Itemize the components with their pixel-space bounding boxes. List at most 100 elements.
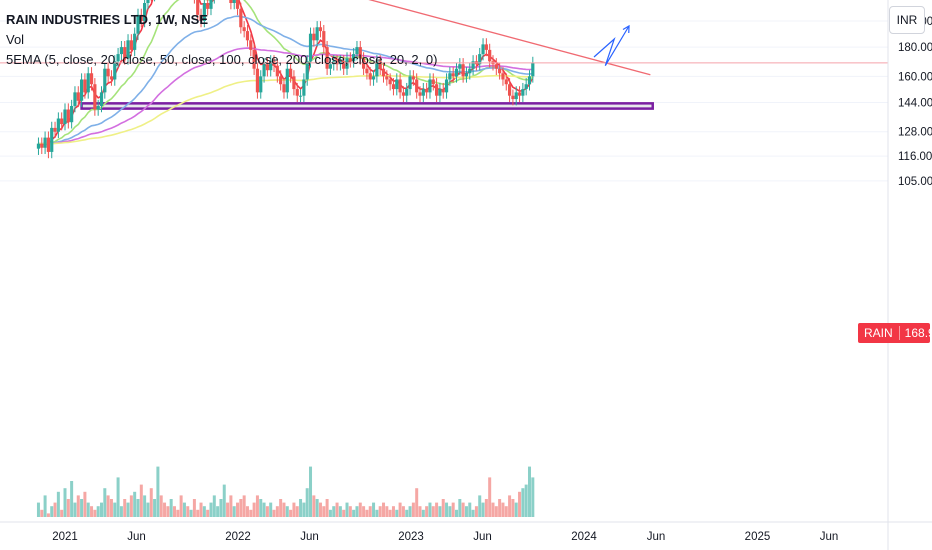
candle-body [262,64,266,77]
candle-body [83,79,87,93]
volume-bar [382,502,386,517]
volume-bar [511,499,515,517]
candle-body [46,137,51,152]
volume-bar [136,499,140,517]
volume-bar [478,495,482,517]
volume-bar [66,499,70,517]
candle-body [504,79,508,85]
candle-body [375,61,379,77]
candle-body [123,47,127,59]
volume-bar [73,502,77,517]
volume-bar [192,499,196,517]
volume-bar [269,502,273,517]
candle-body [434,84,439,96]
volume-bar [418,506,422,517]
volume-bar [36,502,40,517]
candle-body [498,68,502,74]
volume-bar [325,499,329,517]
volume-bar [50,506,54,517]
candle-body [395,79,399,90]
volume-bar [305,488,309,517]
candle-body [119,47,124,55]
candle-body [507,84,512,96]
candle-body [229,0,233,4]
volume-bar [508,495,512,517]
volume-bar [322,506,326,517]
candle-body [425,89,429,93]
candle-body [371,76,376,80]
volume-bar [391,506,395,517]
candle-body [265,64,269,71]
candle-body [464,73,469,77]
candle-body [96,105,100,110]
symbol-title[interactable]: RAIN INDUSTRIES LTD, 1W, NSE [6,12,208,27]
volume-bar [292,502,296,517]
volume-bar [395,509,399,517]
volume-bar [236,502,240,517]
volume-bar [527,466,531,517]
volume-bar [216,506,220,517]
ema-indicator-label[interactable]: 5EMA (5, close, 20, close, 50, close, 10… [6,52,438,67]
volume-bar [159,495,163,517]
candle-body [391,84,396,90]
volume-bar [86,502,90,517]
candle-body [308,33,313,62]
candle-body [232,0,236,4]
volume-bar [282,502,286,517]
candle-body [36,143,41,149]
x-axis-tick-label: 2022 [225,531,251,543]
candle-body [66,109,70,123]
volume-bar [474,506,478,517]
volume-bar [169,499,173,517]
y-axis-tick-label: 116.00 [898,151,932,163]
currency-button[interactable]: INR [889,6,925,34]
volume-bar [126,502,130,517]
candle-body [411,76,415,80]
candle-body [295,89,299,96]
volume-bar [368,506,372,517]
volume-bar [53,502,57,517]
volume-bar [40,509,44,517]
candle-body [488,49,492,62]
candle-body [454,68,459,77]
volume-bar [133,491,137,517]
candle-body [143,3,147,21]
candle-body [352,54,356,62]
ema-100-line [38,47,533,145]
volume-bar [372,502,376,517]
volume-bar [481,502,485,517]
ema-50-line [38,15,533,145]
candle-body [56,118,60,132]
volume-bar [435,502,439,517]
volume-bar [113,502,117,517]
volume-bar [172,506,176,517]
volume-bar [43,495,47,517]
volume-bar [332,506,336,517]
volume-bar [491,502,495,517]
y-axis-tick-label: 180.00 [898,42,932,54]
volume-bar [328,509,332,517]
volume-bar [255,495,259,517]
volume-bar [461,502,465,517]
volume-bar [56,491,60,517]
volume-bar [352,509,356,517]
volume-bar [103,488,107,517]
x-axis-tick-label: Jun [820,531,839,543]
volume-bar [265,506,269,517]
volume-bar [405,509,409,517]
volume-bar [242,495,246,517]
volume-bar [153,499,157,517]
candle-body [468,68,472,74]
volume-bar [338,506,342,517]
volume-bar [146,502,150,517]
candle-body [269,61,273,71]
candle-body [484,44,488,50]
volume-indicator-label[interactable]: Vol [6,32,25,47]
candle-body [282,84,286,93]
candle-body [93,84,97,110]
volume-bar [272,509,276,517]
candle-body [401,92,406,96]
volume-bar [129,495,133,517]
volume-bar [295,506,299,517]
